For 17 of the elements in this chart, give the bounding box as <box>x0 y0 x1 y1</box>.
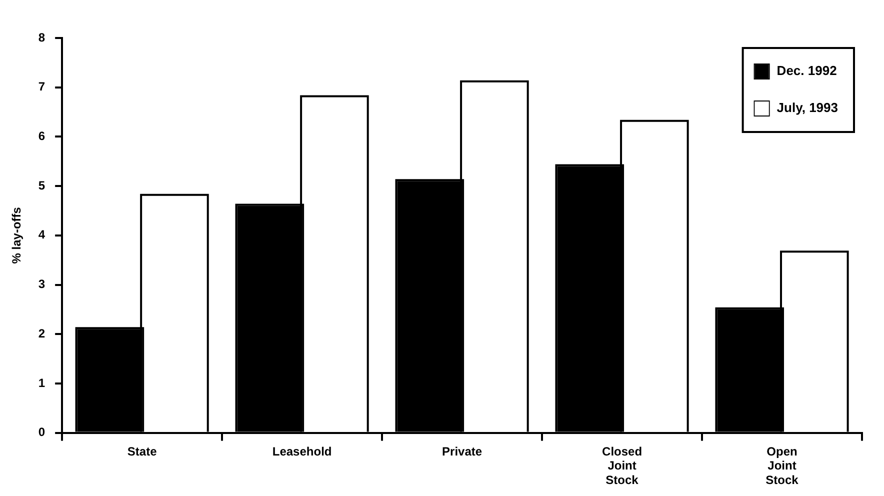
y-tick-label: 8 <box>38 30 46 44</box>
x-tick-label: Closed Joint Stock <box>602 444 642 488</box>
y-tick-label: 1 <box>38 376 46 390</box>
y-tick-label: 2 <box>38 326 46 340</box>
y-tick-label: 7 <box>38 80 46 94</box>
legend-label: July, 1993 <box>776 100 838 116</box>
y-tick-label: 6 <box>38 129 46 144</box>
legend-label: Dec. 1992 <box>776 63 837 78</box>
y-tick-label: 5 <box>38 178 46 192</box>
y-tick-label: 0 <box>38 425 46 440</box>
x-tick-label: Private <box>442 444 482 458</box>
x-tick-label: State <box>127 444 158 458</box>
y-axis-title: % lay-offs <box>10 206 24 264</box>
x-tick-label: Open Joint Stock <box>766 444 799 488</box>
y-tick-label: 3 <box>38 277 46 292</box>
x-tick-label: Leasehold <box>272 444 332 458</box>
y-tick-label: 4 <box>38 228 46 242</box>
